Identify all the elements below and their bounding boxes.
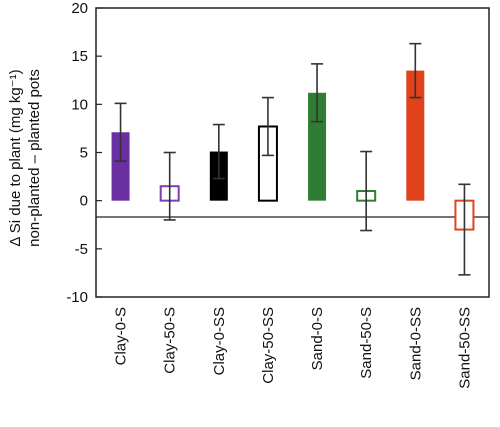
bar-sand-0-s [308, 92, 327, 201]
error-bars-group [114, 42, 471, 276]
y-axis-ticks: -10 -5 0 5 10 15 20 [66, 0, 102, 306]
y-tick-label: 15 [71, 48, 88, 65]
x-tick-label: Clay-0-S [113, 307, 130, 365]
x-tick-label: Sand-0-S [309, 307, 326, 370]
y-tick-label: 10 [71, 96, 88, 113]
x-tick-label: Clay-0-SS [211, 307, 228, 375]
bar-clay-0-s [111, 132, 130, 201]
plot-frame [95, 7, 490, 298]
y-tick-label: 5 [80, 145, 88, 162]
y-tick-label: 0 [80, 193, 88, 210]
x-tick-label: Sand-0-SS [407, 307, 424, 380]
x-tick-label: Clay-50-S [162, 307, 179, 374]
y-axis-label-line2: non-planted – planted pots [26, 69, 43, 247]
y-tick-label: 20 [71, 0, 88, 17]
x-tick-label: Sand-50-SS [456, 307, 473, 389]
y-axis-label: Δ Si due to plant (mg kg⁻¹) non-planted … [7, 69, 43, 247]
bars-group [111, 70, 475, 231]
x-axis-tick-labels: Clay-0-S Clay-50-S Clay-0-SS Clay-50-SS Sand… [113, 307, 474, 389]
y-tick-label: -10 [66, 289, 88, 306]
x-tick-label: Clay-50-SS [260, 307, 277, 384]
x-tick-label: Sand-50-S [358, 307, 375, 379]
bar-sand-0-ss [406, 70, 425, 201]
y-tick-label: -5 [75, 241, 88, 258]
y-axis-label-line1: Δ Si due to plant (mg kg⁻¹) [7, 69, 24, 246]
